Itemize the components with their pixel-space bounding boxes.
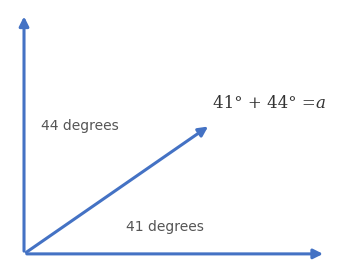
Text: 44 degrees: 44 degrees — [41, 118, 119, 133]
Text: 41° + 44° =: 41° + 44° = — [213, 95, 321, 112]
Text: 41 degrees: 41 degrees — [126, 219, 204, 234]
Text: a: a — [316, 95, 326, 112]
